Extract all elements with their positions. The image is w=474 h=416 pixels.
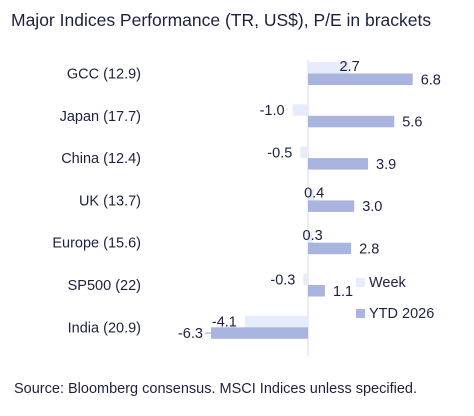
ytd-value-label: 6.8 [421, 72, 441, 88]
week-value-label: -0.3 [270, 272, 295, 288]
week-bar [300, 146, 308, 159]
category-label: Europe (15.6) [52, 236, 141, 252]
week-value-label: 2.7 [339, 59, 359, 75]
source-note: Source: Bloomberg consensus. MSCI Indice… [14, 381, 417, 397]
ytd-value-label: -6.3 [178, 326, 203, 342]
category-label: GCC (12.9) [67, 67, 141, 83]
category-label: India (20.9) [68, 320, 141, 336]
ytd-bar [308, 115, 395, 128]
week-bar [303, 273, 308, 285]
week-value-label: -0.5 [267, 145, 292, 161]
ytd-value-label: 3.9 [376, 157, 396, 173]
week-bar [292, 104, 308, 116]
week-value-label: 0.3 [303, 228, 323, 244]
ytd-value-label: 3.0 [362, 199, 382, 215]
category-label: China (12.4) [61, 151, 141, 167]
ytd-bar [308, 158, 369, 170]
ytd-value-label: 2.8 [359, 241, 379, 257]
chart-title: Major Indices Performance (TR, US$), P/E… [11, 10, 432, 30]
ytd-value-label: 5.6 [402, 115, 422, 131]
category-label: UK (13.7) [79, 193, 141, 209]
legend-swatch [356, 309, 365, 318]
ytd-bar [308, 200, 355, 212]
legend-label: Week [369, 275, 407, 291]
ytd-bar [308, 242, 352, 255]
week-bar [308, 188, 315, 201]
category-label: SP500 (22) [68, 278, 141, 294]
legend-label: YTD 2026 [369, 306, 434, 322]
week-bar [244, 315, 308, 328]
ytd-bar [308, 285, 325, 297]
category-label: Japan (17.7) [60, 109, 141, 125]
ytd-bar [308, 73, 413, 85]
ytd-bar [210, 327, 308, 339]
week-value-label: -4.1 [212, 315, 237, 331]
legend-swatch [356, 278, 365, 287]
week-bar [308, 62, 350, 74]
week-value-label: 0.4 [304, 186, 324, 202]
week-bar [308, 231, 313, 243]
ytd-value-label: 1.1 [333, 284, 353, 300]
week-value-label: -1.0 [260, 103, 285, 119]
